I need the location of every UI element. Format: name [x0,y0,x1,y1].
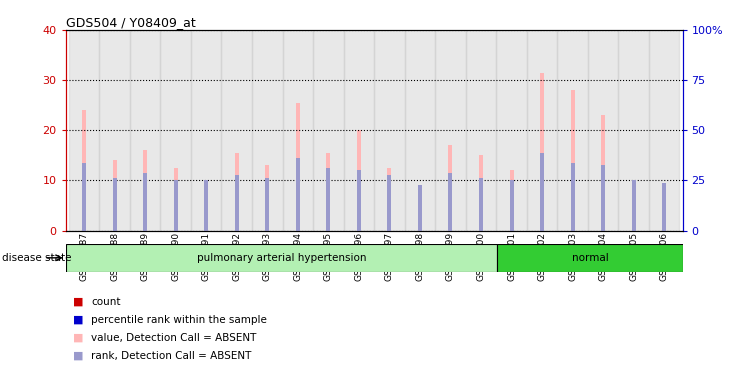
Bar [588,30,618,231]
Bar [326,168,330,231]
Bar [466,30,496,231]
Bar [265,165,269,231]
Bar [418,186,422,231]
Bar [357,130,361,231]
Text: ■: ■ [73,297,83,307]
Text: ■: ■ [73,315,83,325]
Bar [374,30,404,231]
Bar [404,30,435,231]
Bar [418,186,422,231]
Bar [662,183,666,231]
Bar [204,180,208,231]
Bar [235,153,239,231]
Bar [540,153,544,231]
Bar [99,30,130,231]
Bar [631,180,636,231]
Text: ■: ■ [73,351,83,361]
Bar [631,180,636,231]
Bar [602,115,605,231]
Bar [357,170,361,231]
Bar [649,30,680,231]
Bar [496,30,527,231]
Bar [174,168,177,231]
Bar [618,30,649,231]
Bar [344,30,374,231]
Bar [265,178,269,231]
Bar [174,180,177,231]
Bar [283,30,313,231]
Bar [510,170,513,231]
Bar [252,30,283,231]
Bar [540,73,544,231]
Bar [326,153,330,231]
Bar [662,183,666,231]
Bar [479,155,483,231]
Bar [82,163,86,231]
Bar [510,180,513,231]
Bar [448,146,453,231]
Bar [557,30,588,231]
Bar [82,110,86,231]
Text: normal: normal [572,253,608,263]
Bar [66,244,497,272]
Text: percentile rank within the sample: percentile rank within the sample [91,315,267,325]
Bar [479,178,483,231]
Text: ■: ■ [73,333,83,343]
Bar [130,30,161,231]
Text: GDS504 / Y08409_at: GDS504 / Y08409_at [66,16,196,29]
Text: disease state: disease state [2,253,72,263]
Bar [143,150,147,231]
Bar [69,30,99,231]
Bar [571,163,575,231]
Bar [221,30,252,231]
Text: count: count [91,297,120,307]
Bar [296,158,300,231]
Text: value, Detection Call = ABSENT: value, Detection Call = ABSENT [91,333,257,343]
Bar [388,176,391,231]
Bar [112,160,117,231]
Text: rank, Detection Call = ABSENT: rank, Detection Call = ABSENT [91,351,252,361]
Bar [161,30,191,231]
Bar [527,30,557,231]
Bar [388,168,391,231]
Bar [435,30,466,231]
Bar [235,176,239,231]
Bar [143,173,147,231]
Bar [602,165,605,231]
Bar [313,30,344,231]
Bar [296,103,300,231]
Bar [497,244,683,272]
Bar [571,90,575,231]
Bar [191,30,221,231]
Bar [112,178,117,231]
Text: pulmonary arterial hypertension: pulmonary arterial hypertension [197,253,366,263]
Bar [448,173,453,231]
